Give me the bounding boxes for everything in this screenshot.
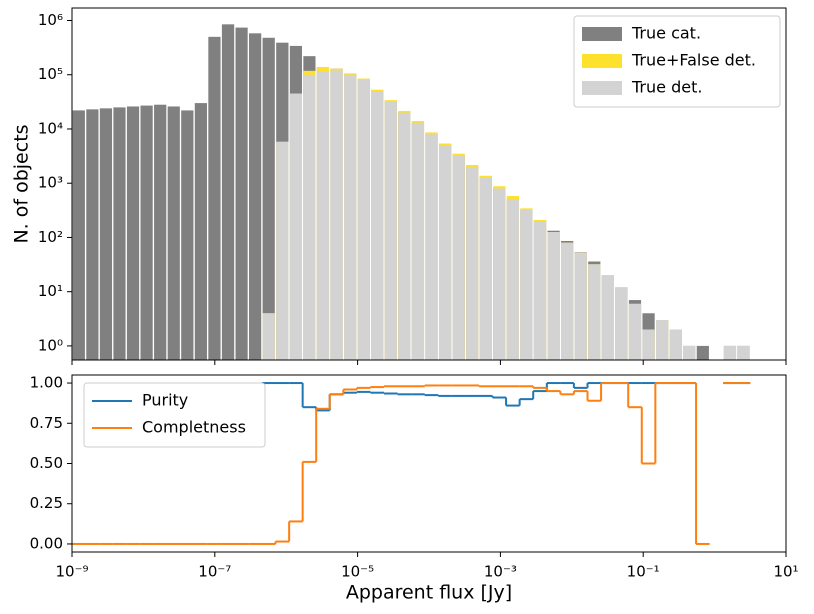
bar: [181, 110, 194, 360]
bar: [330, 70, 343, 360]
bar: [289, 93, 302, 360]
bar: [506, 199, 519, 360]
bar: [384, 101, 397, 360]
bar: [316, 71, 330, 360]
bar: [479, 177, 492, 360]
bar: [642, 329, 655, 360]
bar: [371, 91, 384, 360]
x-tick-label: 10⁻¹: [627, 563, 660, 581]
x-tick-label: 10⁻³: [484, 563, 517, 581]
legend-swatch: [582, 54, 622, 68]
bar: [113, 107, 126, 360]
bar: [425, 134, 438, 360]
legend-label: True det.: [631, 78, 702, 97]
bar: [72, 110, 85, 360]
bar: [520, 210, 533, 360]
bar: [723, 345, 737, 360]
x-tick-label: 10⁻⁵: [341, 563, 374, 581]
bar: [86, 109, 99, 360]
legend-label: True cat.: [631, 24, 701, 43]
legend-swatch: [582, 27, 622, 41]
legend-box: [573, 15, 781, 108]
legend-label: Purity: [142, 391, 188, 410]
y-tick-label: 10⁶: [38, 11, 63, 29]
bar: [737, 345, 750, 360]
bar: [126, 106, 140, 360]
bar: [357, 79, 370, 360]
y-tick-label: 0.75: [30, 414, 63, 432]
bar: [601, 275, 614, 360]
x-tick-label: 10⁻⁷: [198, 563, 231, 581]
legend-swatch: [582, 81, 622, 95]
x-axis-label: Apparent flux [Jy]: [346, 582, 512, 604]
bar: [493, 188, 506, 360]
plot-area: [72, 24, 750, 360]
axes-frame: [71, 7, 787, 361]
x-tick-label: 10¹: [773, 563, 798, 581]
y-tick-label: 10⁵: [38, 65, 63, 83]
bar: [140, 105, 153, 360]
y-tick-label: 0.50: [30, 454, 63, 472]
y-tick-label: 0.00: [30, 534, 63, 552]
x-tick-label: 10⁻⁹: [55, 563, 88, 581]
step-line: [72, 382, 751, 545]
bar: [262, 37, 275, 360]
bar: [547, 232, 560, 360]
y-tick-label: 10⁴: [38, 119, 63, 137]
bar: [235, 27, 248, 360]
bar: [411, 122, 425, 360]
y-tick-label: 0.25: [30, 494, 63, 512]
bar: [683, 345, 696, 360]
bar: [452, 155, 465, 360]
y-tick-label: 10²: [38, 228, 63, 246]
bar: [343, 74, 357, 360]
bar: [154, 104, 167, 360]
bar: [533, 221, 547, 360]
legend-label: True+False det.: [631, 51, 756, 70]
bar: [561, 242, 574, 360]
bar: [99, 108, 113, 360]
y-tick-label: 10¹: [38, 282, 63, 300]
bar: [194, 103, 207, 360]
plot-area: [72, 382, 751, 545]
bar: [696, 345, 709, 360]
bar: [656, 320, 669, 360]
bar: [221, 24, 235, 360]
legend-label: Completness: [142, 418, 246, 437]
y-tick-label: 1.00: [30, 374, 63, 392]
legend-box: [83, 382, 266, 448]
bar: [588, 264, 601, 360]
bar: [669, 329, 682, 360]
bar: [208, 36, 221, 360]
bar: [615, 287, 628, 360]
bar: [628, 303, 642, 360]
bar: [276, 141, 289, 360]
bar: [466, 166, 479, 360]
bar: [262, 313, 275, 360]
bar: [249, 33, 262, 360]
bar: [574, 253, 587, 360]
y-tick-label: 10⁰: [38, 336, 63, 354]
y-tick-label: 10³: [38, 174, 63, 192]
y-axis-label: N. of objects: [11, 124, 33, 243]
bar: [398, 112, 411, 360]
bar: [438, 145, 452, 360]
bar: [167, 106, 180, 360]
bar: [303, 74, 316, 360]
